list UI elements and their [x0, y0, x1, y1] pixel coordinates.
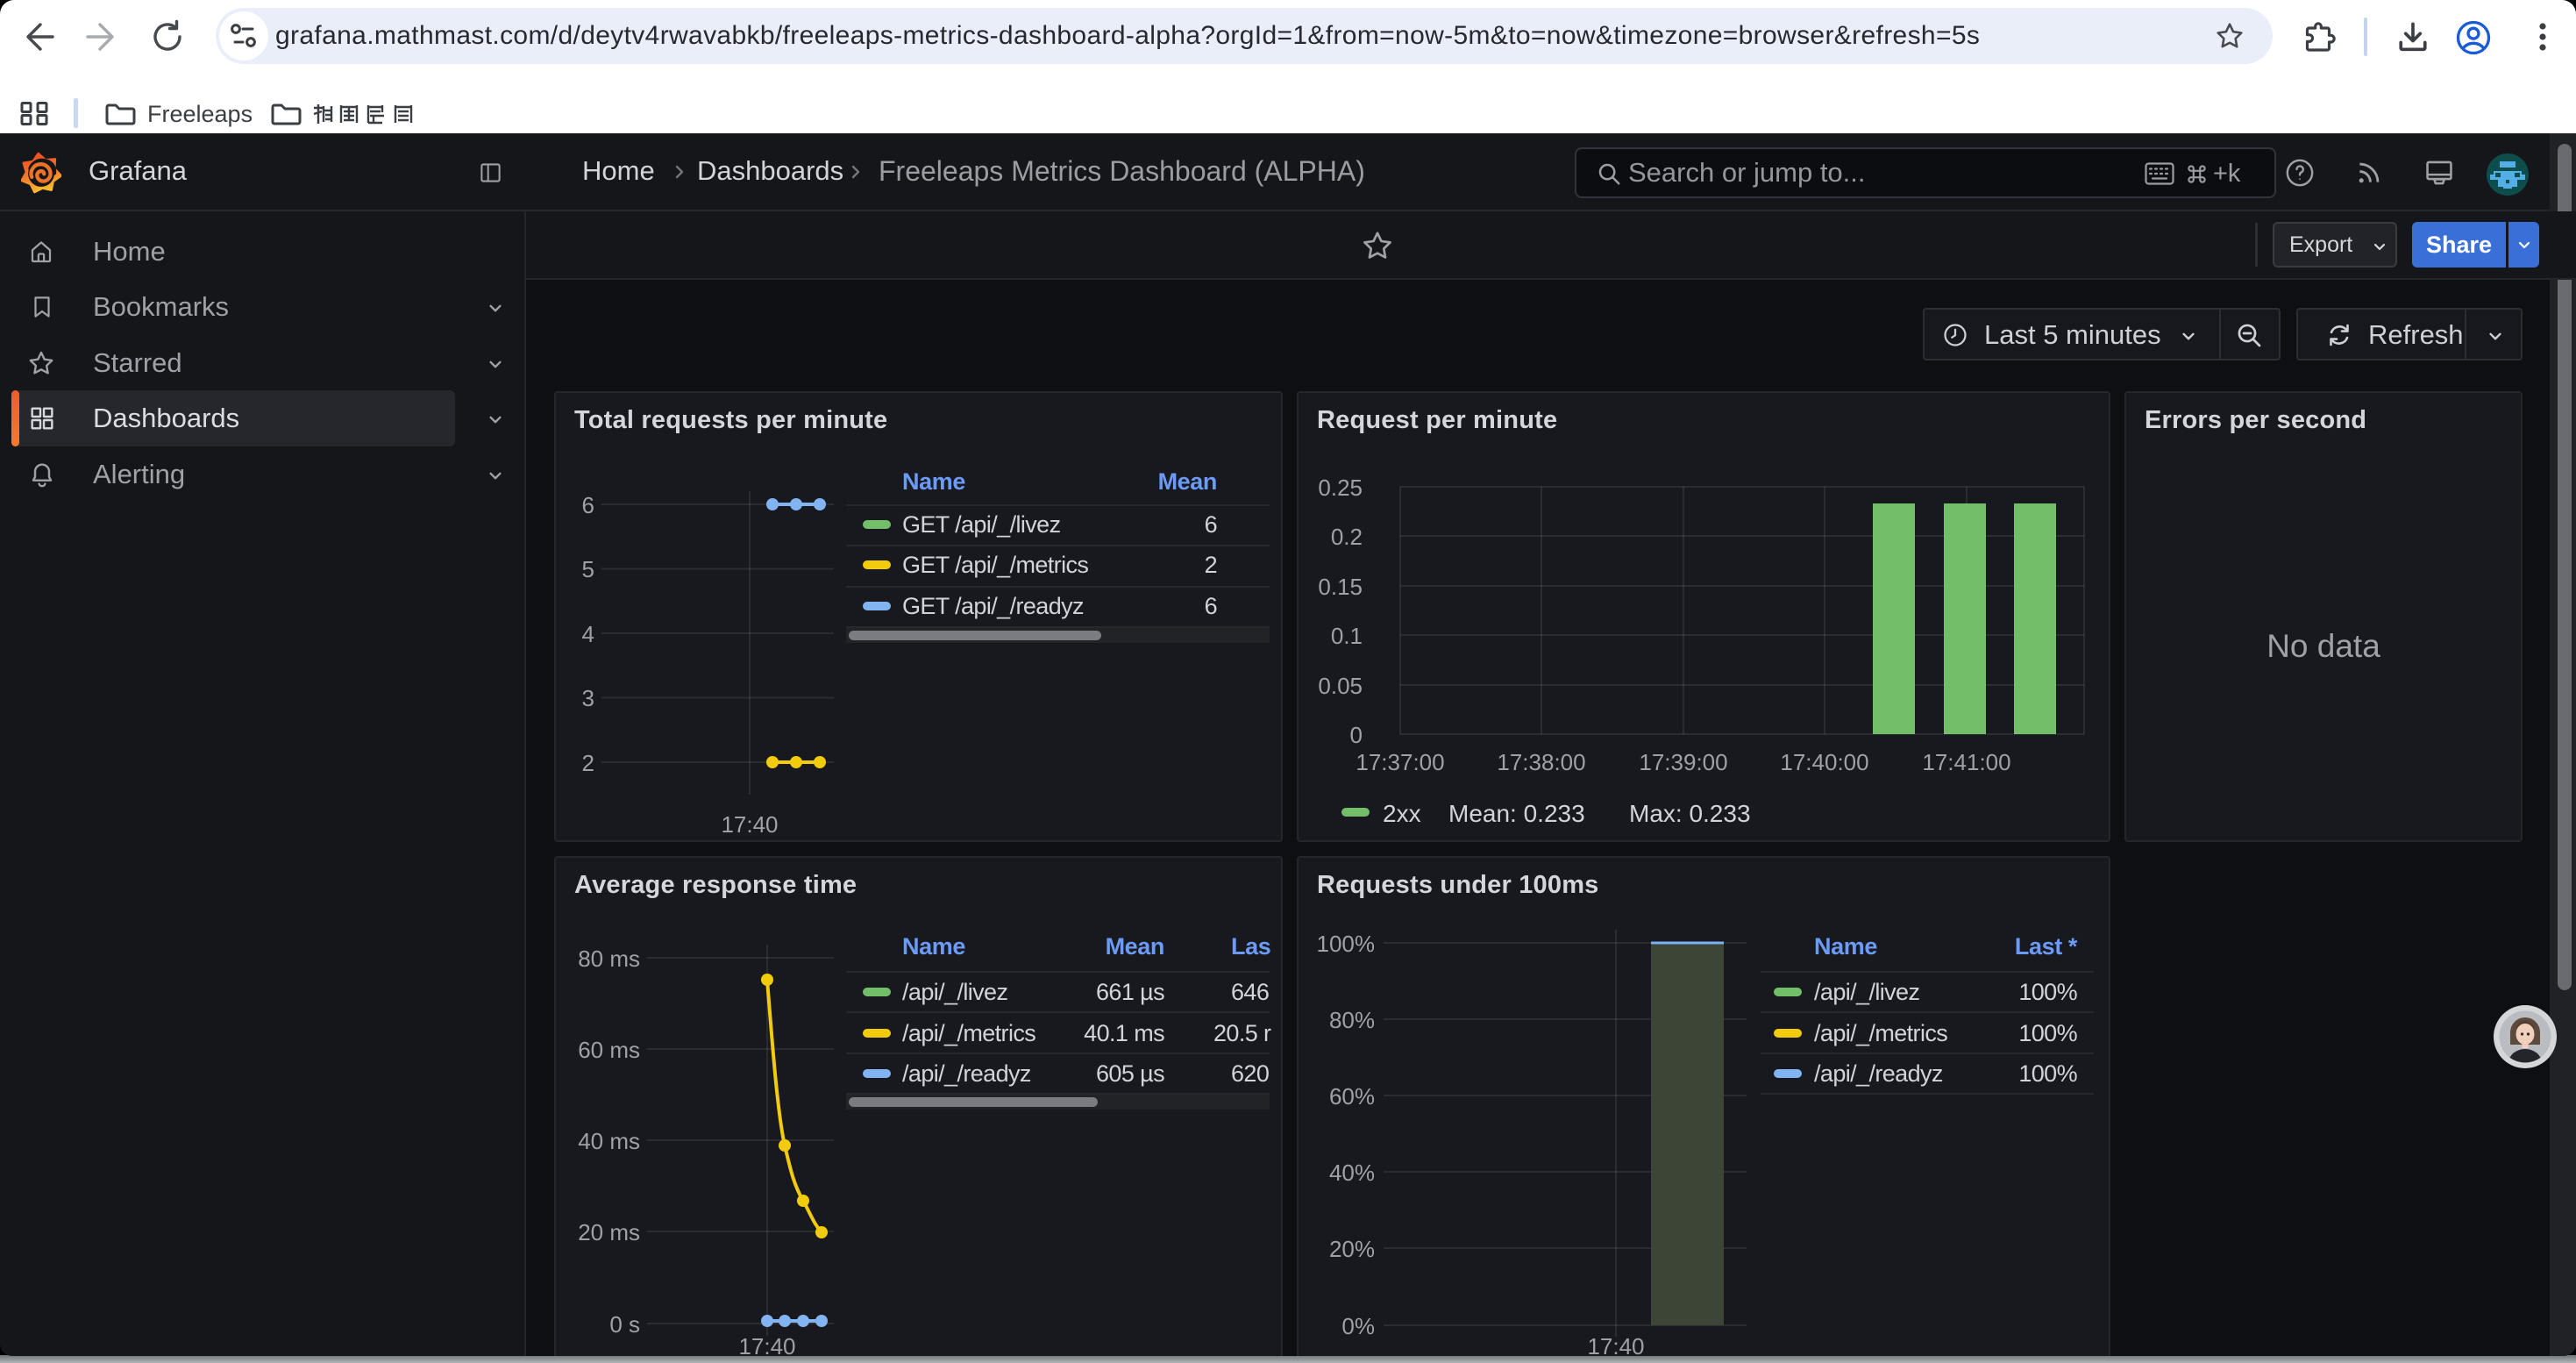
svg-text:0.05: 0.05 [1318, 673, 1363, 699]
svg-text:80%: 80% [1329, 1007, 1375, 1033]
svg-text:60%: 60% [1329, 1083, 1375, 1110]
svg-text:6: 6 [582, 492, 594, 518]
svg-text:17:38:00: 17:38:00 [1497, 749, 1585, 775]
svg-text:0.2: 0.2 [1331, 524, 1363, 550]
svg-text:0%: 0% [1341, 1313, 1375, 1339]
svg-text:17:41:00: 17:41:00 [1922, 749, 2010, 775]
svg-text:40 ms: 40 ms [578, 1128, 640, 1154]
svg-text:0.25: 0.25 [1318, 475, 1363, 501]
svg-text:0 s: 0 s [609, 1311, 640, 1338]
svg-text:4: 4 [582, 621, 594, 647]
svg-text:3: 3 [582, 685, 594, 711]
svg-text:60 ms: 60 ms [578, 1037, 640, 1063]
svg-text:20%: 20% [1329, 1236, 1375, 1262]
svg-text:20 ms: 20 ms [578, 1219, 640, 1245]
svg-text:17:40: 17:40 [721, 811, 778, 838]
svg-text:100%: 100% [1317, 931, 1376, 957]
svg-text:Mean: 0.233: Mean: 0.233 [1448, 800, 1585, 827]
svg-text:Max: 0.233: Max: 0.233 [1629, 800, 1751, 827]
svg-text:2xx: 2xx [1383, 800, 1421, 827]
svg-text:0.15: 0.15 [1318, 574, 1363, 600]
svg-text:17:40:00: 17:40:00 [1780, 749, 1868, 775]
svg-text:17:37:00: 17:37:00 [1356, 749, 1444, 775]
svg-text:0: 0 [1350, 722, 1363, 748]
svg-text:0.1: 0.1 [1331, 623, 1363, 649]
svg-text:17:40: 17:40 [1587, 1333, 1644, 1356]
svg-text:80 ms: 80 ms [578, 946, 640, 972]
svg-text:17:39:00: 17:39:00 [1639, 749, 1727, 775]
svg-text:2: 2 [582, 750, 594, 776]
svg-text:40%: 40% [1329, 1160, 1375, 1186]
svg-text:5: 5 [582, 556, 594, 582]
svg-text:17:40: 17:40 [738, 1333, 795, 1356]
